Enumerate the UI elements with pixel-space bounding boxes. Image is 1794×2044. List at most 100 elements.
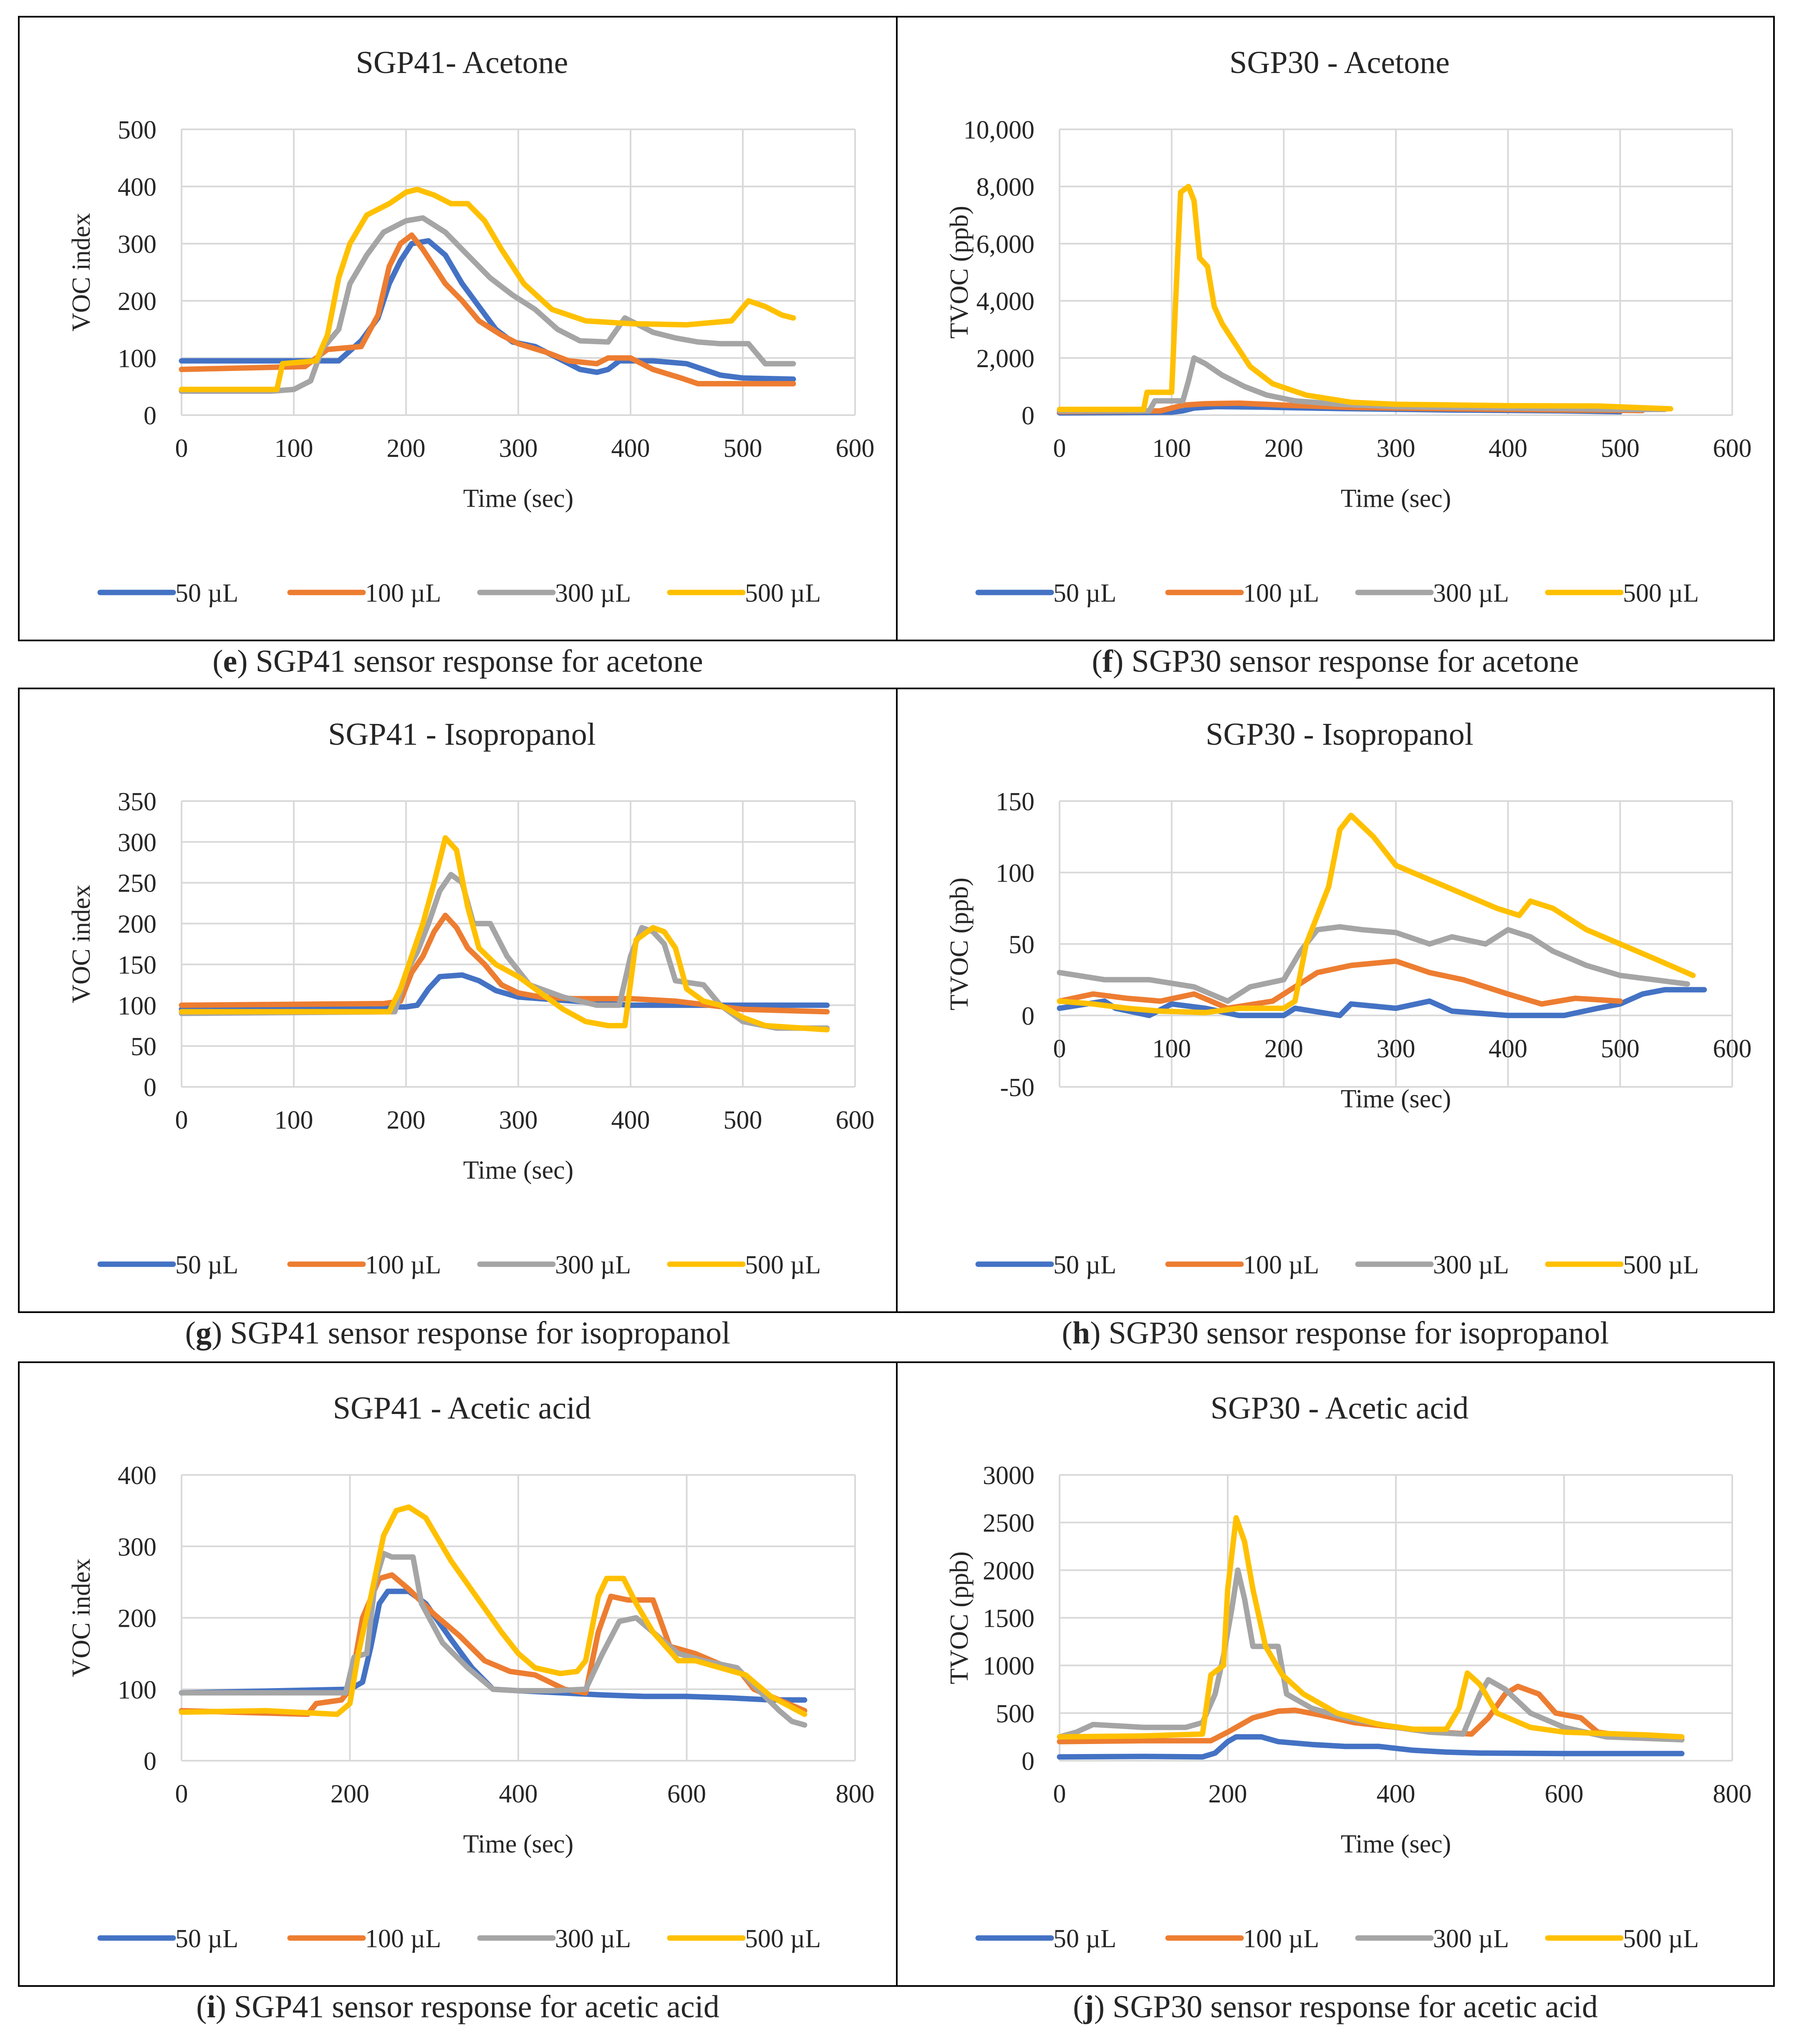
y-axis-title: TVOC (ppb) [945, 206, 974, 339]
x-tick-label: 200 [1264, 1035, 1303, 1063]
panel-caption: (j) SGP30 sensor response for acetic aci… [1073, 1989, 1598, 2024]
x-tick-label: 100 [275, 1106, 313, 1134]
legend-label: 50 µL [175, 1925, 238, 1953]
legend-label: 500 µL [745, 579, 821, 607]
y-tick-label: 50 [131, 1033, 156, 1061]
y-tick-label: -50 [1000, 1074, 1035, 1102]
caption-label: j [1083, 1989, 1094, 2024]
y-tick-label: 400 [118, 1462, 156, 1490]
chart-title: SGP41- Acetone [356, 45, 568, 80]
legend-label: 500 µL [745, 1251, 821, 1279]
x-tick-label: 0 [1053, 1035, 1066, 1063]
x-tick-label: 800 [836, 1780, 875, 1808]
legend-label: 100 µL [1243, 579, 1319, 607]
x-tick-label: 200 [1264, 434, 1303, 463]
caption-label: i [207, 1989, 215, 2024]
legend-label: 100 µL [1243, 1925, 1319, 1953]
legend-label: 500 µL [745, 1925, 821, 1953]
x-tick-label: 400 [1489, 1035, 1527, 1063]
series-line-500ul [179, 1504, 807, 1717]
x-tick-label: 200 [387, 434, 426, 463]
x-tick-label: 500 [724, 1106, 762, 1134]
x-tick-label: 600 [667, 1780, 706, 1808]
legend-label: 50 µL [1053, 579, 1116, 607]
caption-text: SGP30 sensor response for acetone [1123, 644, 1579, 679]
x-axis-title: Time (sec) [1341, 484, 1451, 513]
chart-title: SGP30 - Acetone [1229, 45, 1450, 80]
y-tick-label: 0 [144, 1074, 156, 1102]
y-tick-label: 0 [144, 1747, 156, 1776]
x-axis-title: Time (sec) [463, 1156, 574, 1185]
y-tick-label: 0 [1022, 1002, 1035, 1031]
series-line-100ul [179, 232, 796, 387]
x-tick-label: 200 [1209, 1780, 1247, 1808]
y-tick-label: 300 [118, 230, 156, 259]
x-tick-label: 0 [175, 1780, 188, 1808]
y-axis-title: VOC index [67, 885, 96, 1003]
panel-frame [18, 16, 898, 641]
y-tick-label: 200 [118, 287, 156, 316]
chart-panel-f: 0 2,000 4,000 6,000 8,000 10,000 0 100 200 300 400… [896, 16, 1775, 679]
series-line-300ul [179, 215, 796, 394]
chart-title: SGP41 - Isopropanol [328, 717, 596, 752]
caption-paren-close: ) [1094, 1989, 1105, 2024]
caption-label: e [223, 644, 237, 679]
caption-label: h [1072, 1316, 1090, 1351]
caption-text: SGP30 sensor response for isopropanol [1100, 1316, 1609, 1351]
y-tick-label: 2,000 [976, 345, 1035, 373]
x-tick-label: 600 [836, 434, 875, 463]
legend-label: 100 µL [365, 1251, 441, 1279]
y-tick-label: 500 [118, 116, 156, 144]
panel-caption: (h) SGP30 sensor response for isopropano… [1062, 1316, 1609, 1351]
y-tick-label: 6,000 [976, 230, 1035, 259]
y-tick-label: 250 [118, 870, 156, 898]
series-line-100ul [179, 912, 830, 1015]
panel-caption: (f) SGP30 sensor response for acetone [1092, 644, 1579, 679]
y-tick-label: 2000 [983, 1557, 1035, 1585]
x-tick-label: 400 [1489, 434, 1527, 463]
y-tick-label: 300 [118, 1533, 156, 1561]
panel-frame [896, 688, 1775, 1313]
y-tick-label: 0 [1022, 1747, 1035, 1776]
y-tick-label: 200 [118, 1605, 156, 1633]
caption-paren-close: ) [216, 1989, 226, 2024]
series-line-100ul [1057, 958, 1623, 1011]
y-tick-label: 150 [996, 788, 1035, 816]
series-line-50ul [1057, 1734, 1685, 1760]
caption-text: SGP41 sensor response for acetic acid [226, 1989, 719, 2024]
y-tick-label: 400 [118, 173, 156, 202]
legend-label: 100 µL [1243, 1251, 1319, 1279]
panel-caption: (g) SGP41 sensor response for isopropano… [185, 1316, 731, 1351]
x-tick-label: 300 [499, 434, 538, 463]
caption-paren-open: ( [185, 1316, 196, 1351]
panel-frame [896, 1361, 1775, 1987]
legend-label: 500 µL [1623, 1251, 1699, 1279]
chart-panel-j: 0 500 1000 1500 2000 2500 3000 0 200 400 600 800 SGP… [896, 1361, 1775, 2024]
legend-label: 50 µL [1053, 1251, 1116, 1279]
x-tick-label: 300 [1377, 1035, 1416, 1063]
y-tick-label: 100 [118, 992, 156, 1020]
chart-panel-h: -50 0 50 100 150 0 100 200 300 400 500 600 SGP30 - I… [896, 688, 1775, 1351]
y-tick-label: 100 [118, 1676, 156, 1704]
x-tick-label: 100 [1152, 434, 1191, 463]
legend-label: 300 µL [1433, 579, 1509, 607]
y-axis-title: TVOC (ppb) [945, 877, 974, 1011]
x-tick-label: 500 [1601, 434, 1640, 463]
y-tick-label: 350 [118, 788, 156, 816]
series-line-300ul [179, 872, 830, 1031]
series-line-50ul [179, 1588, 807, 1703]
y-axis-title: TVOC (ppb) [945, 1551, 974, 1684]
series-line-500ul [1057, 1515, 1685, 1740]
y-tick-label: 10,000 [964, 116, 1035, 144]
x-tick-label: 800 [1713, 1780, 1752, 1808]
x-axis-title: Time (sec) [463, 1830, 574, 1858]
caption-paren-open: ( [1062, 1316, 1072, 1351]
x-axis-title: Time (sec) [1341, 1085, 1451, 1113]
legend-label: 300 µL [555, 1251, 631, 1279]
chart-title: SGP41 - Acetic acid [333, 1391, 591, 1426]
chart-panel-e: 0 100 200 300 400 500 0 100 200 300 400 500 600 SGP41… [18, 16, 898, 679]
panel-caption: (i) SGP41 sensor response for acetic aci… [196, 1989, 719, 2024]
legend-label: 100 µL [365, 579, 441, 607]
caption-paren-close: ) [212, 1316, 222, 1351]
